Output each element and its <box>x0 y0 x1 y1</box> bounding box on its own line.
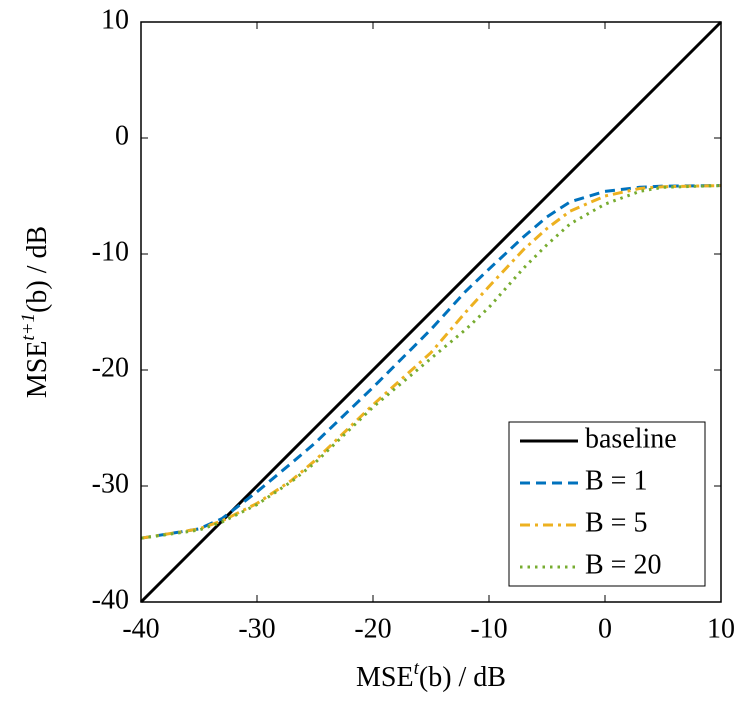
y-tick-label: -40 <box>92 584 129 615</box>
x-tick-label: -20 <box>354 613 391 644</box>
y-tick-label: -10 <box>92 236 129 267</box>
x-tick-label: 0 <box>598 613 612 644</box>
y-tick-label: 10 <box>101 4 129 35</box>
y-tick-label: -30 <box>92 468 129 499</box>
plot-frame <box>140 21 722 603</box>
y-label-base: MSE <box>22 341 53 399</box>
legend-box <box>508 421 706 587</box>
x-label-rest: (b) / dB <box>419 662 506 693</box>
y-tick-label: 0 <box>115 120 129 151</box>
legend-label: B = 20 <box>585 549 661 580</box>
x-label-sup: t <box>414 658 420 679</box>
legend-label: baseline <box>585 423 677 454</box>
y-axis-label: MSEt+1(b) / dB <box>18 226 53 398</box>
legend-label: B = 1 <box>585 465 647 496</box>
y-label-rest: (b) / dB <box>22 226 53 313</box>
x-tick-label: 10 <box>707 613 735 644</box>
series-line <box>140 184 722 540</box>
x-axis-label: MSEt(b) / dB <box>356 658 506 693</box>
series-line <box>140 184 722 540</box>
x-tick-label: -10 <box>470 613 507 644</box>
y-tick-label: -20 <box>92 352 129 383</box>
legend-label: B = 5 <box>585 507 647 538</box>
x-tick-label: -30 <box>238 613 275 644</box>
y-label-sup: t+1 <box>18 313 39 341</box>
x-label-base: MSE <box>356 662 414 693</box>
series-line <box>139 20 723 604</box>
x-tick-label: -40 <box>122 613 159 644</box>
